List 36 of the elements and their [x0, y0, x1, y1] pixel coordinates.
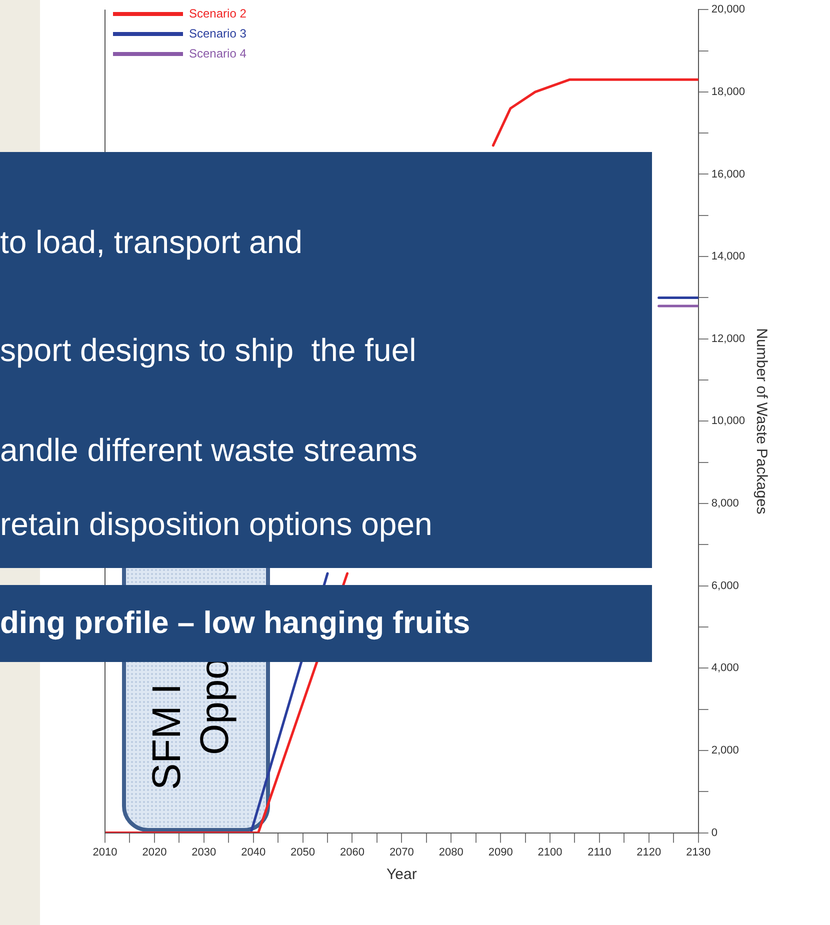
annotation: to load, transport and	[0, 223, 302, 262]
text-banner: ding profile – low hanging fruits	[0, 585, 652, 662]
y-tick-label: 2,000	[711, 744, 739, 757]
x-tick-label: 2050	[290, 846, 316, 858]
text: Scenario 3	[189, 26, 247, 40]
annotation: retain disposition options open	[0, 505, 432, 544]
y-tick-label: 8,000	[711, 498, 739, 510]
y-tick-label: 18,000	[711, 86, 746, 98]
x-tick-label: 2080	[438, 846, 464, 858]
x-tick-label: 2100	[538, 846, 562, 858]
y-tick-label: 6,000	[711, 580, 739, 592]
annotation: SFM I	[145, 683, 189, 790]
y-tick-label: 20,000	[711, 4, 746, 16]
y-tick-label: 0	[711, 826, 718, 839]
y-tick-label: 14,000	[711, 250, 746, 263]
y-tick-label: 4,000	[711, 662, 739, 674]
x-tick-label: 2010	[92, 846, 118, 858]
annotation: sport designs to ship the fuel	[0, 331, 416, 370]
x-tick-label: 2040	[241, 846, 266, 858]
y-tick-label: 16,000	[711, 168, 746, 180]
text: Scenario 4	[189, 46, 247, 60]
x-tick-label: 2110	[588, 846, 612, 858]
y-tick-label: 12,000	[711, 332, 746, 345]
x-tick-label: 2130	[686, 846, 711, 858]
annotation: andle different waste streams	[0, 431, 418, 470]
x-tick-label: 2060	[340, 846, 364, 858]
x-tick-label: 2070	[389, 846, 414, 858]
x-tick-label: 2090	[488, 846, 513, 858]
x-tick-label: 2120	[636, 846, 662, 858]
x-tick-label: 2020	[142, 846, 167, 858]
x-axis-title: Year	[386, 866, 417, 884]
y-tick-label: 10,000	[711, 415, 746, 428]
y-axis-title: Number of Waste Packages	[752, 328, 770, 514]
text: Scenario 2	[189, 6, 247, 20]
annotation: ding profile – low hanging fruits	[0, 604, 470, 642]
x-tick-label: 2030	[192, 846, 216, 858]
